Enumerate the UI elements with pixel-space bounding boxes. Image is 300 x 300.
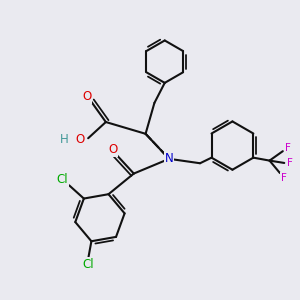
Text: Cl: Cl	[82, 258, 94, 271]
Text: F: F	[285, 142, 291, 153]
Text: O: O	[82, 91, 91, 103]
Text: O: O	[108, 142, 117, 156]
Text: F: F	[281, 173, 287, 183]
Text: H: H	[60, 133, 68, 146]
Text: N: N	[165, 152, 173, 165]
Text: O: O	[75, 133, 85, 146]
Text: Cl: Cl	[56, 173, 68, 186]
Text: F: F	[287, 158, 293, 168]
